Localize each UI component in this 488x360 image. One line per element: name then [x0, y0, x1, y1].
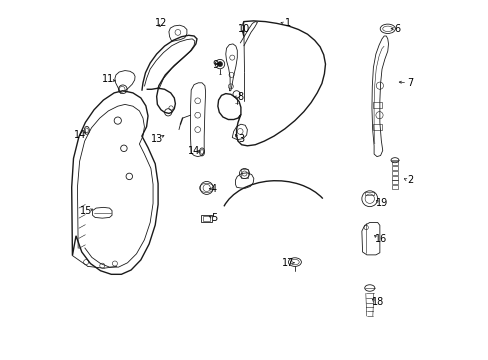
Text: 13: 13	[151, 134, 163, 144]
Bar	[391, 166, 397, 170]
Bar	[392, 185, 397, 189]
Text: 11: 11	[102, 74, 114, 84]
Text: 9: 9	[212, 60, 218, 70]
Text: 6: 6	[394, 24, 400, 34]
Text: 15: 15	[80, 206, 92, 216]
Text: 3: 3	[237, 134, 244, 144]
Bar	[365, 192, 374, 195]
Bar	[203, 216, 209, 221]
Bar	[391, 176, 397, 180]
Bar	[391, 171, 397, 175]
Bar	[391, 161, 397, 165]
Bar	[373, 124, 382, 130]
Text: 4: 4	[210, 184, 217, 194]
Text: 18: 18	[371, 297, 383, 307]
Text: 14: 14	[187, 146, 200, 156]
Text: 2: 2	[406, 175, 412, 185]
Text: 14: 14	[73, 130, 85, 140]
Text: 12: 12	[155, 18, 167, 28]
Text: 16: 16	[374, 234, 386, 244]
Text: 10: 10	[238, 24, 250, 34]
Text: 7: 7	[406, 78, 412, 88]
Text: 8: 8	[237, 92, 243, 102]
Text: 1: 1	[284, 18, 290, 28]
Bar	[241, 169, 247, 178]
Circle shape	[217, 62, 222, 67]
Text: 17: 17	[281, 258, 293, 268]
Bar	[201, 215, 212, 222]
Text: 19: 19	[375, 198, 387, 208]
Text: 5: 5	[210, 213, 217, 223]
Bar	[373, 102, 382, 108]
Bar	[391, 180, 397, 184]
